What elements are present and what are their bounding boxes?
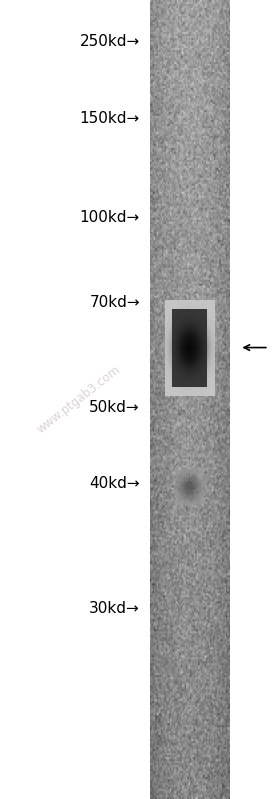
Text: 150kd→: 150kd→: [80, 111, 140, 125]
Text: 250kd→: 250kd→: [80, 34, 140, 49]
Text: 50kd→: 50kd→: [89, 400, 140, 415]
Text: 100kd→: 100kd→: [80, 210, 140, 225]
Text: 30kd→: 30kd→: [89, 602, 140, 616]
Text: 40kd→: 40kd→: [89, 476, 140, 491]
Text: www.ptgab3.com: www.ptgab3.com: [34, 363, 123, 436]
Text: 70kd→: 70kd→: [89, 295, 140, 309]
